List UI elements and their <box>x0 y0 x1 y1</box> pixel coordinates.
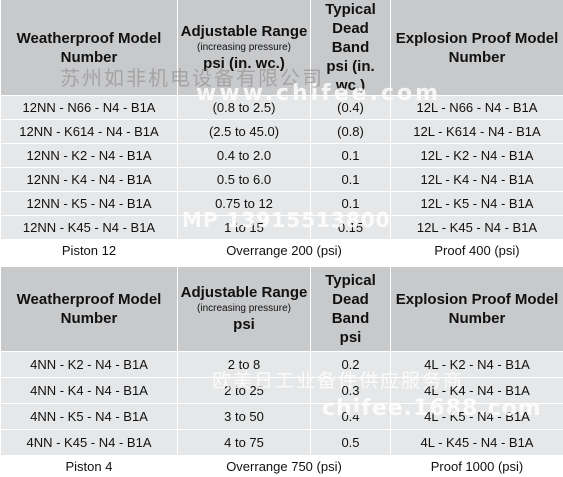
cell-explosion-model: 4L - K45 - N4 - B1A <box>391 430 563 456</box>
cell-model: 12NN - K2 - N4 - B1A <box>1 144 178 168</box>
header-deadband-unit: psi (in. wc.) <box>326 58 374 94</box>
cell-range: 0.5 to 6.0 <box>178 168 311 192</box>
piston-4-table: Weatherproof Model Number Adjustable Ran… <box>0 267 563 477</box>
table-row: 12NN - K4 - N4 - B1A 0.5 to 6.0 0.1 12L … <box>1 168 563 192</box>
footer-proof: Proof 400 (psi) <box>391 240 563 262</box>
cell-model: 4NN - K45 - N4 - B1A <box>1 430 178 456</box>
cell-explosion-model: 12L - K5 - N4 - B1A <box>391 192 563 216</box>
cell-deadband: 0.15 <box>311 216 391 240</box>
header-range-unit: psi (in. wc.) <box>203 55 285 72</box>
footer-overrange: Overrange 750 (psi) <box>178 456 391 477</box>
table-footer-row: Piston 4 Overrange 750 (psi) Proof 1000 … <box>1 456 563 477</box>
table-row: 12NN - K2 - N4 - B1A 0.4 to 2.0 0.1 12L … <box>1 144 563 168</box>
header-deadband-unit: psi <box>340 329 362 346</box>
table-row: 4NN - K5 - N4 - B1A 3 to 50 0.4 4L - K5 … <box>1 404 563 430</box>
table-row: 12NN - K614 - N4 - B1A (2.5 to 45.0) (0.… <box>1 120 563 144</box>
cell-model: 4NN - K4 - N4 - B1A <box>1 378 178 404</box>
table-row: 12NN - K45 - N4 - B1A 1 to 15 0.15 12L -… <box>1 216 563 240</box>
table-row: 4NN - K4 - N4 - B1A 2 to 25 0.3 4L - K4 … <box>1 378 563 404</box>
header-deadband-label: Typical Dead Band <box>325 272 376 327</box>
header-dead-band: Typical Dead Band psi <box>311 267 391 352</box>
footer-proof: Proof 1000 (psi) <box>391 456 563 477</box>
cell-model: 12NN - K5 - N4 - B1A <box>1 192 178 216</box>
cell-model: 4NN - K2 - N4 - B1A <box>1 352 178 378</box>
cell-deadband: 0.1 <box>311 192 391 216</box>
header-range-sub: (increasing pressure) <box>180 41 308 54</box>
cell-range: 4 to 75 <box>178 430 311 456</box>
header-dead-band: Typical Dead Band psi (in. wc.) <box>311 0 391 96</box>
cell-deadband: 0.1 <box>311 168 391 192</box>
cell-deadband: 0.1 <box>311 144 391 168</box>
cell-explosion-model: 12L - K4 - N4 - B1A <box>391 168 563 192</box>
header-explosion-proof-model: Explosion Proof Model Number <box>391 0 563 96</box>
cell-model: 12NN - K45 - N4 - B1A <box>1 216 178 240</box>
cell-model: 12NN - N66 - N4 - B1A <box>1 96 178 120</box>
cell-deadband: 0.5 <box>311 430 391 456</box>
table-row: 12NN - N66 - N4 - B1A (0.8 to 2.5) (0.4)… <box>1 96 563 120</box>
table-row: 12NN - K5 - N4 - B1A 0.75 to 12 0.1 12L … <box>1 192 563 216</box>
cell-explosion-model: 12L - K2 - N4 - B1A <box>391 144 563 168</box>
header-range-unit: psi <box>233 316 255 333</box>
footer-piston: Piston 12 <box>1 240 178 262</box>
table-header-row: Weatherproof Model Number Adjustable Ran… <box>1 0 563 96</box>
header-range-label: Adjustable Range <box>181 23 308 40</box>
cell-explosion-model: 4L - K4 - N4 - B1A <box>391 378 563 404</box>
cell-explosion-model: 12L - K45 - N4 - B1A <box>391 216 563 240</box>
cell-deadband: 0.3 <box>311 378 391 404</box>
cell-explosion-model: 12L - N66 - N4 - B1A <box>391 96 563 120</box>
table-row: 4NN - K2 - N4 - B1A 2 to 8 0.2 4L - K2 -… <box>1 352 563 378</box>
cell-model: 12NN - K614 - N4 - B1A <box>1 120 178 144</box>
cell-explosion-model: 4L - K2 - N4 - B1A <box>391 352 563 378</box>
header-adjustable-range: Adjustable Range (increasing pressure) p… <box>178 0 311 96</box>
header-adjustable-range: Adjustable Range (increasing pressure) p… <box>178 267 311 352</box>
cell-deadband: (0.8) <box>311 120 391 144</box>
table-header-row: Weatherproof Model Number Adjustable Ran… <box>1 267 563 352</box>
header-range-label: Adjustable Range <box>181 284 308 301</box>
cell-range: (2.5 to 45.0) <box>178 120 311 144</box>
cell-deadband: 0.2 <box>311 352 391 378</box>
table-footer-row: Piston 12 Overrange 200 (psi) Proof 400 … <box>1 240 563 262</box>
header-range-sub: (increasing pressure) <box>180 302 308 315</box>
table-row: 4NN - K45 - N4 - B1A 4 to 75 0.5 4L - K4… <box>1 430 563 456</box>
cell-range: 1 to 15 <box>178 216 311 240</box>
cell-range: 0.75 to 12 <box>178 192 311 216</box>
cell-model: 12NN - K4 - N4 - B1A <box>1 168 178 192</box>
cell-range: 3 to 50 <box>178 404 311 430</box>
header-weatherproof-model: Weatherproof Model Number <box>1 267 178 352</box>
header-weatherproof-model: Weatherproof Model Number <box>1 0 178 96</box>
cell-explosion-model: 4L - K5 - N4 - B1A <box>391 404 563 430</box>
cell-deadband: (0.4) <box>311 96 391 120</box>
cell-deadband: 0.4 <box>311 404 391 430</box>
header-deadband-label: Typical Dead Band <box>325 1 376 56</box>
footer-piston: Piston 4 <box>1 456 178 477</box>
cell-range: 2 to 8 <box>178 352 311 378</box>
cell-range: 2 to 25 <box>178 378 311 404</box>
cell-explosion-model: 12L - K614 - N4 - B1A <box>391 120 563 144</box>
footer-overrange: Overrange 200 (psi) <box>178 240 391 262</box>
piston-12-table: Weatherproof Model Number Adjustable Ran… <box>0 0 563 262</box>
cell-range: 0.4 to 2.0 <box>178 144 311 168</box>
header-explosion-proof-model: Explosion Proof Model Number <box>391 267 563 352</box>
cell-model: 4NN - K5 - N4 - B1A <box>1 404 178 430</box>
cell-range: (0.8 to 2.5) <box>178 96 311 120</box>
